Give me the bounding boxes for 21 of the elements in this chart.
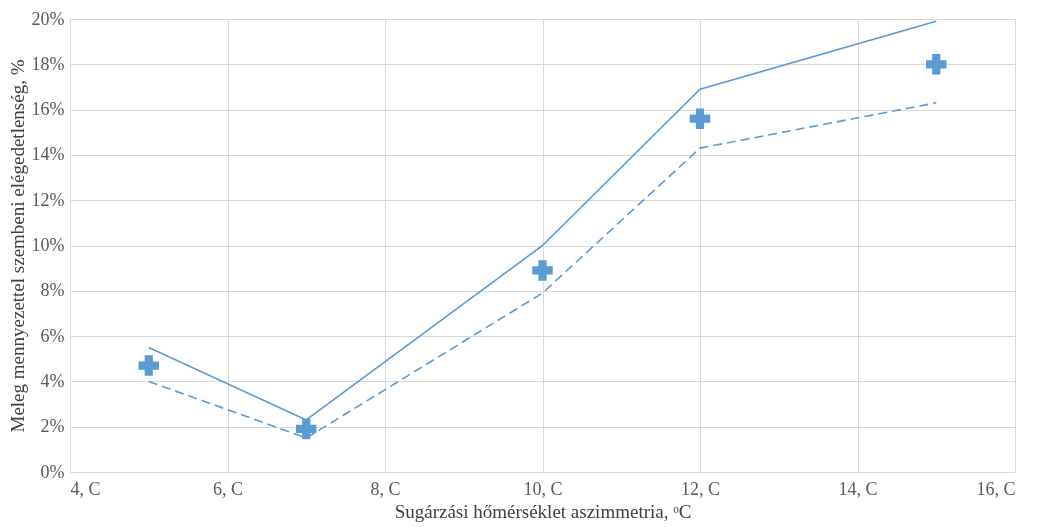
y-tick-label: 2% — [40, 416, 65, 437]
y-tick-label: 6% — [40, 325, 65, 346]
x-tick-label: 6, C — [212, 478, 244, 499]
y-tick-label: 12% — [31, 189, 65, 210]
line-series — [147, 102, 938, 439]
x-tick-label: 12, C — [680, 478, 721, 499]
y-tick-label: 8% — [40, 280, 65, 301]
x-axis-title: Sugárzási hőmérséklet aszimmetria, ᵒC — [394, 500, 692, 522]
y-axis-title: Meleg mennyezettel szembeni elégedetlenség, % — [6, 59, 28, 433]
x-tick-label: 8, C — [370, 478, 401, 499]
x-tick-label: 10, C — [523, 478, 563, 499]
y-tick-label: 10% — [31, 235, 65, 255]
x-tick-label: 16, C — [976, 478, 1016, 499]
y-tick-label: 18% — [31, 53, 65, 74]
y-tick-label: 20% — [31, 8, 65, 29]
y-tick-label: 16% — [31, 99, 65, 120]
x-tick-label: 4, C — [70, 478, 101, 499]
y-tick-label: 14% — [31, 144, 65, 165]
y-tick-label: 4% — [40, 370, 65, 391]
y-tick-label: 0% — [40, 461, 65, 482]
x-tick-label: 14, C — [838, 478, 878, 499]
